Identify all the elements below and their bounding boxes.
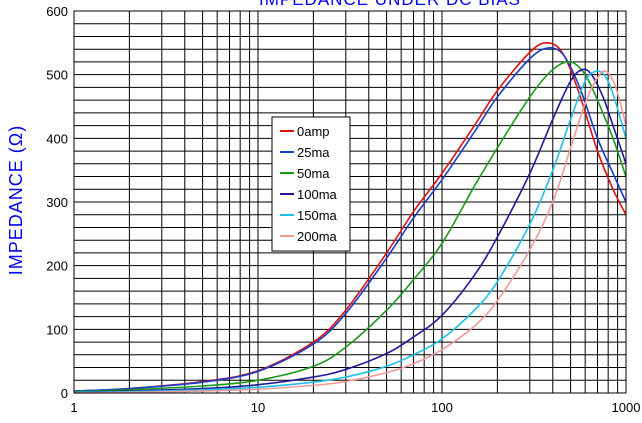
series-line-25ma — [73, 47, 627, 392]
series-line-100ma — [73, 68, 627, 394]
x-tick-label: 1 — [70, 400, 77, 415]
y-tick-label: 200 — [46, 259, 68, 274]
legend-label-50ma: 50ma — [297, 166, 330, 181]
y-tick-label: 600 — [46, 4, 68, 19]
y-tick-label: 0 — [61, 386, 68, 401]
series-lines — [73, 42, 627, 394]
legend-label-200ma: 200ma — [297, 229, 338, 244]
legend-box — [271, 116, 351, 252]
plot-frame — [73, 10, 627, 394]
x-tick-label: 10 — [251, 400, 265, 415]
legend-label-25ma: 25ma — [297, 145, 330, 160]
y-axis-label: IMPEDANCE (Ω) — [6, 125, 26, 275]
series-line-50ma — [73, 60, 627, 393]
legend: 0amp 25ma 50ma 100ma 150ma 200ma — [271, 116, 351, 252]
series-line-200ma — [73, 70, 627, 394]
legend-label-0amp: 0amp — [297, 124, 330, 139]
x-tick-label: 1000 — [612, 400, 641, 415]
series-line-150ma — [73, 70, 627, 394]
chart-title: IMPEDANCE UNDER DC BIAS — [259, 0, 521, 9]
x-tick-label: 100 — [431, 400, 453, 415]
y-tick-label: 300 — [46, 195, 68, 210]
legend-label-100ma: 100ma — [297, 187, 338, 202]
tick-labels: 1 10 100 1000 0 100 200 300 400 500 600 — [46, 4, 640, 415]
y-tick-label: 500 — [46, 68, 68, 83]
y-tick-label: 400 — [46, 131, 68, 146]
legend-label-150ma: 150ma — [297, 208, 338, 223]
y-tick-label: 100 — [46, 322, 68, 337]
